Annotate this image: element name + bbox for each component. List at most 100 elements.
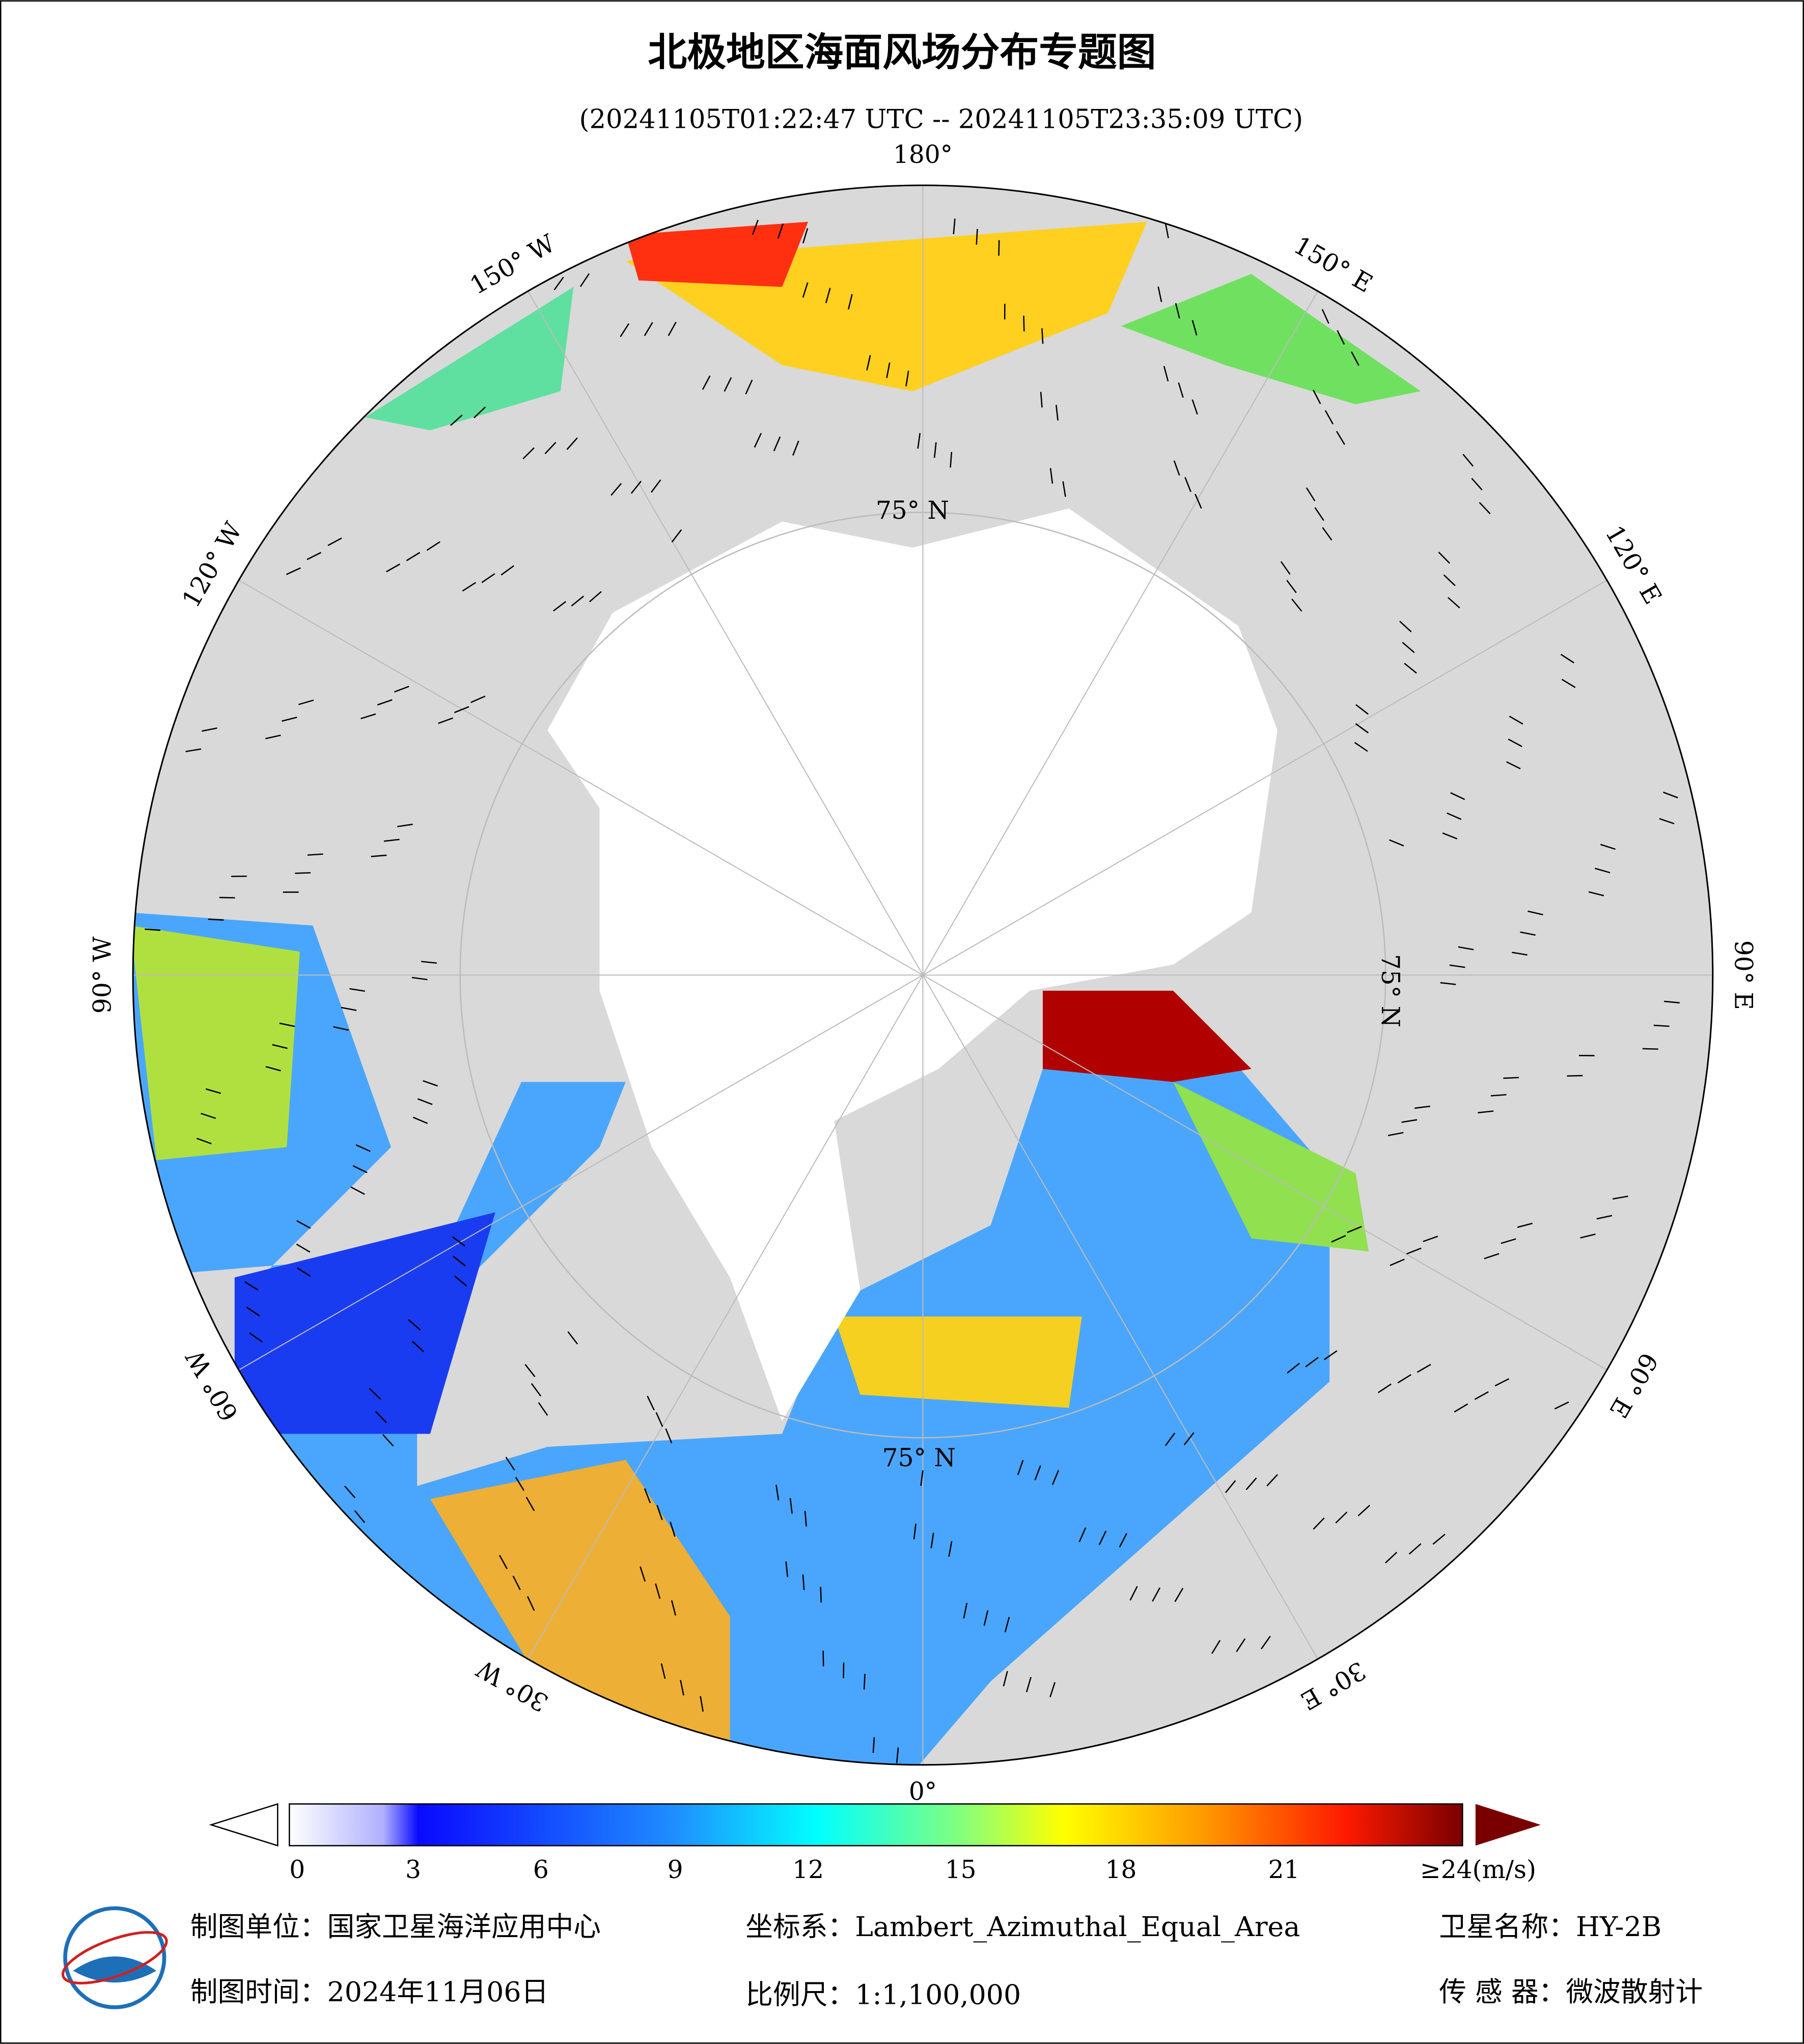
wind-arrow	[383, 838, 400, 842]
wind-arrow	[1471, 478, 1483, 491]
wind-arrow	[1291, 598, 1302, 612]
wind-arrow	[298, 699, 314, 706]
longitude-label: 90° W	[88, 937, 117, 1014]
wind-arrow	[1175, 303, 1180, 319]
wind-arrow	[1596, 1215, 1613, 1220]
colorbar-tick-label: 6	[533, 1856, 549, 1884]
wind-arrow	[423, 1080, 438, 1087]
wind-arrow	[792, 440, 799, 456]
wind-arrow	[777, 223, 784, 239]
wind-arrow	[905, 371, 909, 386]
wind-arrow	[505, 1457, 515, 1471]
wind-arrow	[1314, 507, 1324, 521]
wind-field-bering-high	[625, 221, 809, 287]
wind-arrow	[1474, 1391, 1489, 1400]
wind-arrow	[1462, 454, 1474, 467]
footer-scale: 比例尺：1:1,100,000	[745, 1978, 1021, 2010]
wind-arrow	[1659, 818, 1675, 825]
wind-arrow	[1351, 351, 1359, 366]
wind-arrow	[644, 322, 653, 337]
wind-arrow	[802, 228, 809, 244]
wind-arrow	[848, 294, 853, 310]
wind-arrow	[411, 1340, 425, 1353]
wind-arrow	[1508, 738, 1522, 747]
wind-arrow	[411, 976, 428, 981]
wind-arrow	[498, 1555, 508, 1570]
wind-field-east	[1121, 274, 1421, 405]
wind-field-atlantic	[133, 912, 1330, 1765]
wind-arrow	[369, 1388, 381, 1400]
wind-arrow	[375, 1411, 387, 1423]
wind-arrow	[950, 452, 953, 468]
wind-arrow	[1404, 662, 1417, 674]
wind-arrow	[785, 1561, 789, 1577]
wind-arrow	[872, 1737, 875, 1753]
wind-arrow	[1449, 964, 1465, 968]
wind-arrow	[1389, 839, 1404, 847]
wind-arrow	[1164, 222, 1169, 239]
wind-arrow	[481, 573, 495, 583]
wind-arrow	[566, 437, 578, 450]
meridian	[238, 579, 923, 976]
wind-arrow	[963, 1603, 968, 1619]
wind-arrow	[670, 1521, 676, 1537]
wind-arrow	[208, 918, 224, 921]
wind-arrow	[886, 362, 891, 378]
colorbar-tick-label: 3	[405, 1856, 421, 1884]
wind-arrow	[1049, 468, 1053, 484]
wind-arrow	[417, 1098, 433, 1105]
footer-unit: 制图单位：国家卫星海洋应用中心	[190, 1911, 601, 1943]
wind-arrow	[660, 1663, 666, 1679]
wind-arrow	[1336, 431, 1345, 445]
wind-arrow	[341, 1006, 357, 1011]
wind-arrow	[462, 582, 476, 592]
meridian	[527, 974, 924, 1660]
wind-arrow	[1663, 791, 1678, 799]
wind-arrow	[452, 1236, 465, 1247]
wind-arrow	[1049, 1682, 1056, 1698]
wind-arrow	[1164, 1433, 1176, 1446]
wind-arrow	[802, 1574, 805, 1590]
wind-arrow	[1417, 1364, 1431, 1373]
wind-arrow	[1183, 1432, 1195, 1446]
wind-arrow	[524, 1364, 536, 1378]
wind-arrow	[1280, 561, 1291, 575]
wind-arrow	[775, 1485, 780, 1501]
wind-arrow	[680, 1679, 684, 1696]
wind-arrow	[1561, 679, 1576, 688]
wind-arrow	[1414, 1105, 1430, 1109]
wind-arrow	[567, 1331, 578, 1345]
wind-arrow	[1520, 931, 1536, 936]
wind-arrow	[1004, 1616, 1010, 1633]
wind-arrow	[279, 1022, 295, 1027]
wind-arrow	[352, 1165, 368, 1173]
footer-satellite: 卫星名称：HY-2B	[1439, 1911, 1661, 1943]
wind-arrow	[866, 355, 871, 371]
wind-arrow	[1062, 481, 1066, 497]
colorbar-max-arrow	[1475, 1804, 1541, 1846]
wind-arrow	[1653, 1024, 1670, 1027]
wind-arrow	[296, 1267, 311, 1277]
wind-arrow	[360, 713, 376, 719]
wind-arrow	[1442, 832, 1458, 839]
wind-arrow	[1195, 493, 1202, 509]
wind-arrow	[355, 1144, 371, 1152]
wind-arrow	[671, 529, 682, 543]
wind-arrow	[1438, 551, 1450, 564]
latitude-label: 75° N	[882, 1444, 956, 1472]
footer-crs: 坐标系：Lambert_Azimuthal_Equal_Area	[745, 1911, 1300, 1943]
wind-arrow	[1454, 1403, 1468, 1413]
meridian	[922, 974, 1319, 1660]
wind-arrow	[1554, 1401, 1569, 1410]
wind-arrow	[589, 591, 602, 603]
wind-arrow	[553, 601, 567, 612]
wind-arrow	[610, 483, 622, 496]
colorbar	[289, 1803, 1463, 1846]
wind-arrow	[1174, 1588, 1184, 1602]
wind-arrow	[382, 1434, 394, 1447]
wind-arrow	[1447, 812, 1462, 820]
wind-arrow	[1287, 1362, 1300, 1374]
wind-field-mid	[834, 1317, 1082, 1408]
